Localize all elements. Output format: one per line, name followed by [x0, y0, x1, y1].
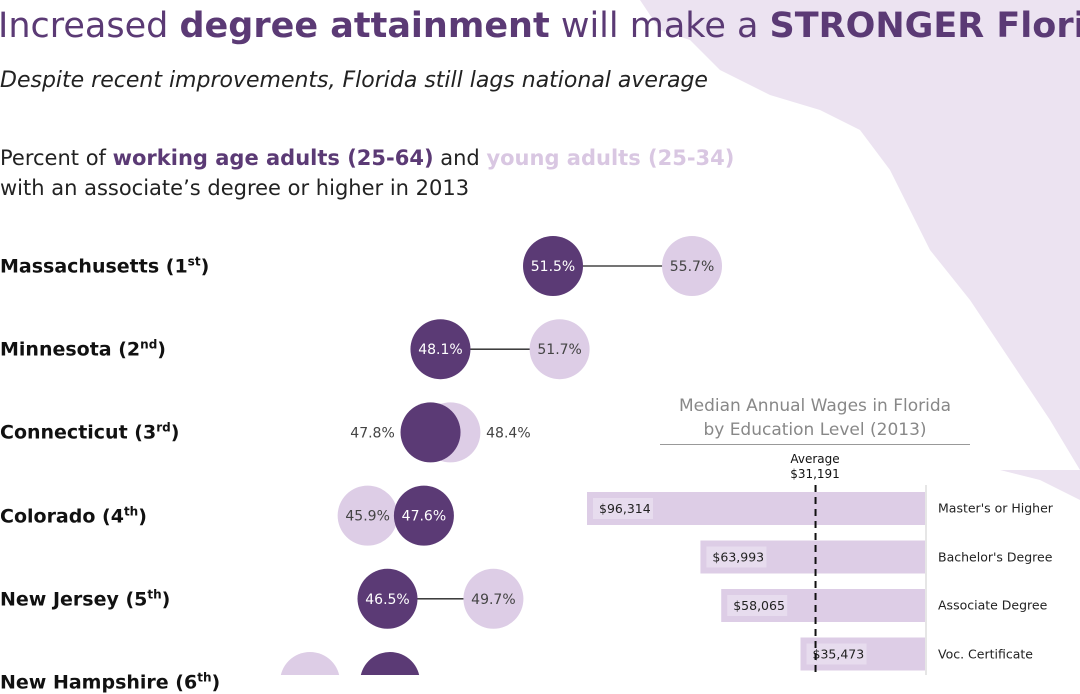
working-value-label: 48.1% — [418, 342, 462, 358]
subtitle: Despite recent improvements, Florida sti… — [0, 68, 708, 93]
young-dot — [662, 236, 723, 296]
chart-description: Percent of working age adults (25-64) an… — [0, 146, 735, 200]
working-value-label: 46.5% — [365, 592, 409, 608]
working-dot — [523, 236, 583, 296]
education-level-label: Voc. Certificate — [938, 646, 1033, 661]
state-label: Connecticut (3rd) — [0, 420, 180, 445]
state-label: Colorado (4th) — [0, 503, 147, 528]
wage-label-box — [593, 498, 653, 519]
education-level-label: Associate Degree — [938, 597, 1048, 613]
average-label: Average $31,191 — [790, 452, 840, 481]
florida-map-background — [640, 0, 1080, 500]
legend-working-age: working age adults (25-64) — [112, 146, 434, 170]
wage-value-label: $96,314 — [599, 501, 651, 516]
young-dot — [280, 652, 340, 675]
young-value-label: 45.9% — [345, 509, 389, 525]
working-value-label: 47.8% — [350, 425, 394, 441]
young-value-label: 51.7% — [537, 342, 581, 358]
wage-label-box — [706, 546, 767, 568]
state-label: Minnesota (2nd) — [0, 337, 166, 361]
working-dot — [393, 485, 454, 546]
state-label: New Jersey (5th) — [0, 587, 171, 611]
education-level-label: Bachelor's Degree — [938, 549, 1053, 564]
young-value-label: 55.7% — [670, 259, 714, 275]
young-dot — [529, 319, 590, 380]
education-level-label: Master's or Higher — [938, 500, 1053, 516]
working-dot — [360, 652, 420, 675]
state-label: Massachusetts (1st) — [0, 254, 210, 278]
young-value-label: 48.4% — [486, 425, 530, 441]
wage-value-label: $58,065 — [733, 598, 785, 613]
working-value-label: 51.5% — [531, 259, 575, 275]
wage-value-label: $35,473 — [813, 647, 865, 662]
wage-label-box — [806, 643, 867, 665]
working-dot — [400, 402, 461, 463]
wage-chart-title: Median Annual Wages in Florida by Educati… — [660, 394, 970, 445]
young-dot — [337, 485, 398, 546]
legend-young-adults: young adults (25-34) — [486, 146, 735, 170]
young-value-label: 49.7% — [471, 592, 515, 608]
wage-bar-chart: $96,314 $63,993 $58,065 $35,473 — [587, 485, 927, 675]
working-dot — [357, 568, 418, 629]
page-title: Increased degree attainment will make a … — [0, 6, 1080, 46]
dumbbell-chart: 51.5% 55.7% 48.1% 51.7% 47.8% 48.4% 47.6% 45.9%… — [280, 236, 723, 675]
working-value-label: 47.6% — [402, 509, 446, 525]
young-dot — [463, 568, 524, 629]
wage-value-label: $63,993 — [712, 550, 764, 565]
working-dot — [410, 319, 471, 380]
wage-label-box — [727, 595, 788, 616]
